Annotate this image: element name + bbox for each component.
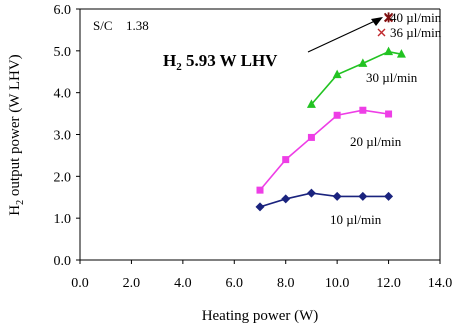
series-5: 40 µl/min xyxy=(383,10,442,25)
data-point xyxy=(396,49,406,58)
x-tick-label: 8.0 xyxy=(277,276,295,291)
series-label: 10 µl/min xyxy=(330,212,382,227)
data-point xyxy=(332,69,342,79)
callout-arrowhead xyxy=(371,17,383,26)
series-label: 30 µl/min xyxy=(366,70,418,85)
data-point xyxy=(358,58,368,67)
y-tick-label: 6.0 xyxy=(54,3,72,18)
series-label: 40 µl/min xyxy=(390,10,442,25)
x-tick-label: 4.0 xyxy=(174,276,192,291)
series-1: 10 µl/min xyxy=(255,188,394,227)
data-point xyxy=(332,191,342,201)
data-point xyxy=(255,202,265,212)
data-point xyxy=(281,194,291,204)
data-point xyxy=(306,188,316,198)
x-tick-label: 0.0 xyxy=(71,276,89,291)
x-tick-label: 2.0 xyxy=(123,276,141,291)
data-point xyxy=(384,191,394,201)
series-line xyxy=(259,109,389,191)
data-point xyxy=(256,186,264,194)
data-point xyxy=(307,133,315,141)
legend-marker xyxy=(377,28,386,37)
x-tick-label: 12.0 xyxy=(376,276,401,291)
axis-ticks: 0.0 2.0 4.0 6.0 8.0 10.0 12.0 14.0 0.0 1.0 2.0 3.0 4… xyxy=(54,3,453,291)
series-label: 20 µl/min xyxy=(350,134,402,149)
series-2: 20 µl/min xyxy=(256,106,402,194)
series-line xyxy=(259,192,389,208)
y-tick-label: 4.0 xyxy=(54,87,72,102)
y-tick-label: 5.0 xyxy=(54,45,72,60)
x-tick-label: 14.0 xyxy=(428,276,453,291)
series-label: 36 µl/min xyxy=(390,25,442,40)
x-axis-title: Heating power (W) xyxy=(202,308,319,324)
y-tick-label: 1.0 xyxy=(54,212,72,227)
series-3: 30 µl/min xyxy=(306,46,418,108)
sc-value: 1.38 xyxy=(126,18,149,33)
data-point xyxy=(359,106,367,114)
y-axis-title: H2 output power (W LHV) xyxy=(7,54,26,215)
callout-label: H2 5.93 W LHV xyxy=(163,51,278,73)
data-point xyxy=(306,99,316,108)
y-tick-label: 2.0 xyxy=(54,170,72,185)
data-point xyxy=(282,156,290,164)
x-tick-label: 6.0 xyxy=(226,276,244,291)
x-tick-label: 10.0 xyxy=(325,276,350,291)
data-point xyxy=(385,110,393,118)
data-point xyxy=(383,12,394,23)
callout-arrow-line xyxy=(307,19,378,53)
y-tick-label: 0.0 xyxy=(54,254,72,269)
data-point xyxy=(384,46,394,56)
data-point xyxy=(333,111,341,119)
sc-label: S/C xyxy=(93,18,113,33)
data-point xyxy=(358,191,368,201)
y-tick-label: 3.0 xyxy=(54,129,72,144)
